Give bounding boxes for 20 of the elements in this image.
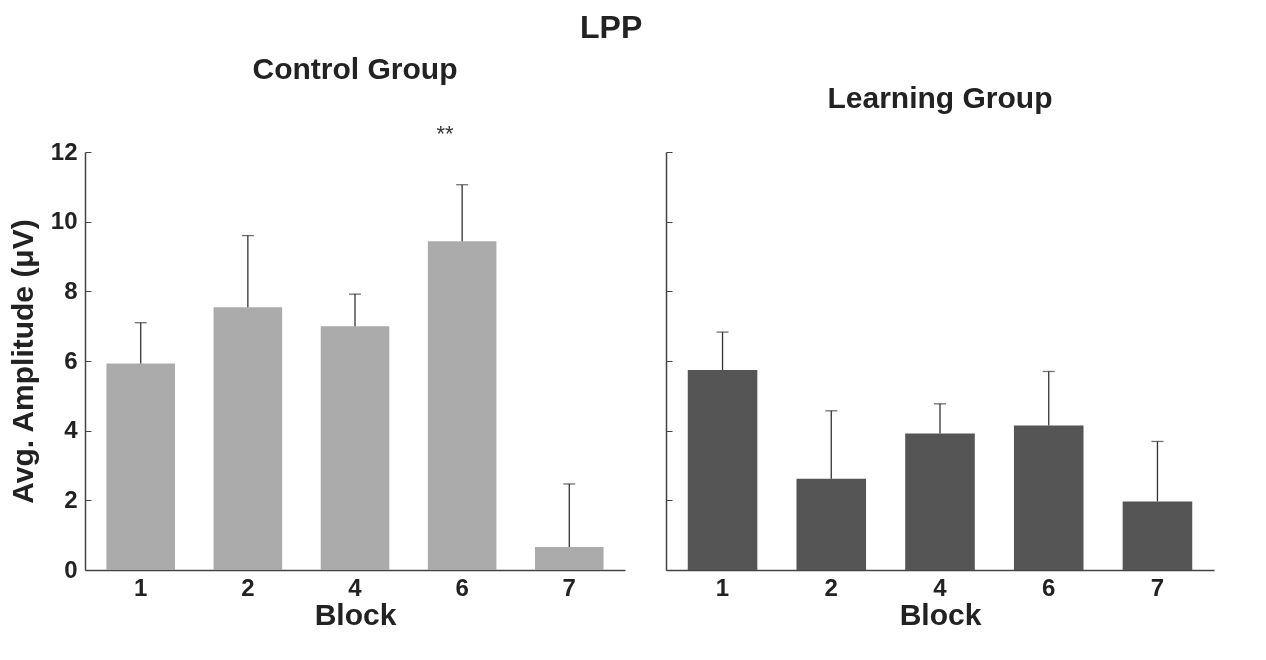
y-tick-label: 2 [64,485,78,513]
x-tick-label: 2 [824,573,838,601]
x-tick-label: 1 [134,573,148,601]
y-axis-title: Avg. Amplitude (μV) [5,219,39,504]
x-tick-label: 1 [715,573,730,601]
chart-title: Learning Group [827,80,1053,114]
text: LPP [580,9,643,45]
text: ** [436,121,454,146]
y-tick-label: 0 [64,555,78,583]
x-tick-label: 6 [455,573,469,601]
x-tick-label: 2 [241,573,255,601]
y-tick-label: 12 [50,137,78,165]
x-tick-label: 6 [1042,573,1056,601]
y-tick-label: 4 [64,416,79,444]
y-tick-label: 10 [50,207,78,235]
y-tick-label: 6 [64,346,78,374]
chart-title: Control Group [252,52,458,85]
y-tick-label: 8 [64,276,78,304]
x-tick-label: 7 [562,573,576,601]
x-tick-label: 7 [1150,573,1165,601]
